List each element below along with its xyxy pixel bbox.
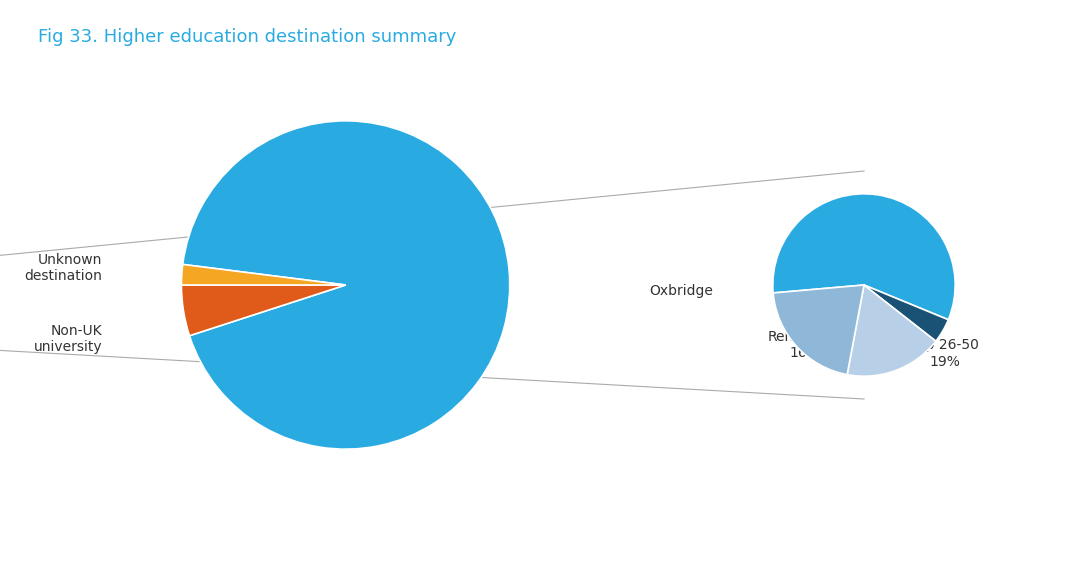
Text: UK universities
93%: UK universities 93% — [483, 269, 597, 301]
Wedge shape — [773, 285, 864, 374]
Text: 2%: 2% — [205, 263, 227, 276]
Text: Top 26-50
19%: Top 26-50 19% — [912, 339, 978, 368]
Wedge shape — [181, 264, 346, 285]
Text: Other Top 25
53%: Other Top 25 53% — [829, 202, 931, 231]
Text: Oxbridge: Oxbridge — [649, 284, 713, 298]
Text: 4%: 4% — [754, 284, 775, 298]
Text: 5%: 5% — [200, 327, 221, 340]
Wedge shape — [181, 285, 346, 336]
Text: Remaining
16%: Remaining 16% — [768, 330, 841, 360]
Text: Unknown
destination: Unknown destination — [25, 253, 103, 283]
Wedge shape — [864, 285, 948, 341]
Text: Non-UK
university: Non-UK university — [33, 324, 103, 354]
Wedge shape — [847, 285, 936, 376]
Wedge shape — [773, 194, 955, 320]
Text: Fig 33. Higher education destination summary: Fig 33. Higher education destination sum… — [38, 28, 456, 47]
Wedge shape — [183, 121, 510, 449]
